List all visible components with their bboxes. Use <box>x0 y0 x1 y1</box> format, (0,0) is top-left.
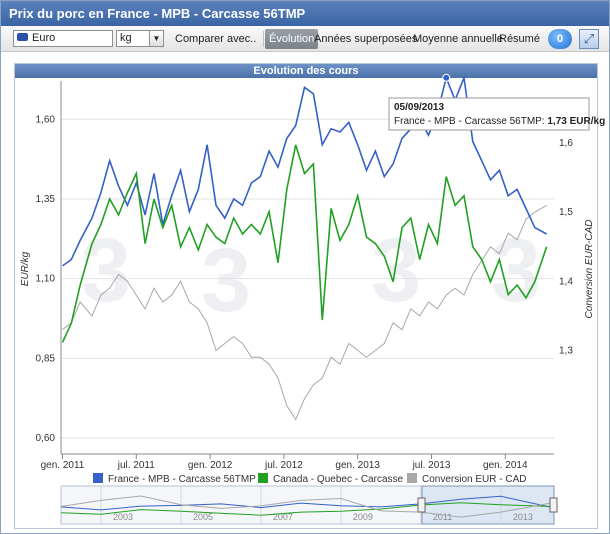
y-tick-label: 0,60 <box>36 433 56 444</box>
compare-button[interactable]: Comparer avec.. <box>175 33 257 45</box>
y2-tick-label: 1,6 <box>559 138 573 149</box>
navigator-year-label: 2005 <box>193 512 213 522</box>
y2-tick-label: 1,3 <box>559 345 573 356</box>
chevron-down-icon[interactable]: ▼ <box>149 31 163 46</box>
tab-evolution[interactable]: Évolution <box>265 29 319 49</box>
legend-swatch[interactable] <box>93 473 103 483</box>
france-series-line[interactable] <box>62 74 547 267</box>
navigator-year-label: 2011 <box>433 512 452 522</box>
navigator-year-label: 2013 <box>513 512 533 522</box>
y-tick-label: 1,35 <box>36 194 56 205</box>
currency-value: Euro <box>32 32 56 44</box>
svg-text:3: 3 <box>491 221 541 321</box>
y-tick-label: 0,85 <box>36 353 56 364</box>
tooltip-text: France - MPB - Carcasse 56TMP: 1,73 EUR/… <box>394 116 605 127</box>
y-axis-title: EUR/kg <box>20 251 31 286</box>
range-navigator[interactable]: 2003 2005 2007 2009 2011 2013 <box>60 485 558 525</box>
navigator-france-line <box>60 495 553 511</box>
y-tick-label: 1,60 <box>36 114 56 125</box>
y2-tick-label: 1,4 <box>559 276 573 287</box>
unit-select[interactable]: kg ▼ <box>116 30 164 47</box>
watermark-logo: 3 3 3 3 <box>81 221 541 331</box>
x-tick-label: gen. 2014 <box>483 460 528 471</box>
tooltip-date: 05/09/2013 <box>394 102 444 113</box>
unit-value: kg <box>120 32 132 44</box>
navigator-year-label: 2007 <box>273 512 293 522</box>
x-tick-label: jul. 2011 <box>117 460 156 471</box>
chart-panel: Evolution des cours <box>14 63 598 529</box>
legend-label[interactable]: Conversion EUR - CAD <box>422 474 526 485</box>
svg-text:3: 3 <box>201 231 251 331</box>
tooltip-series: France - MPB - Carcasse 56TMP: <box>394 116 547 127</box>
legend-label[interactable]: France - MPB - Carcasse 56TMP <box>108 474 256 485</box>
navigator-cad-line <box>60 495 553 518</box>
legend-swatch[interactable] <box>258 473 268 483</box>
hover-point-marker[interactable] <box>442 73 451 82</box>
x-tick-label: gen. 2011 <box>41 460 85 471</box>
tooltip: 05/09/2013 France - MPB - Carcasse 56TMP… <box>388 97 605 131</box>
navigator-year-label: 2009 <box>353 512 373 522</box>
svg-text:3: 3 <box>81 221 131 321</box>
navigator-left-handle[interactable] <box>417 497 426 513</box>
window-title: Prix du porc en France - MPB - Carcasse … <box>1 1 609 26</box>
canada-series-line[interactable] <box>61 144 548 343</box>
tab-moyenne-annuelle[interactable]: Moyenne annuelle <box>413 33 503 45</box>
x-tick-label: jul. 2012 <box>264 460 303 471</box>
navigator-right-handle[interactable] <box>549 497 558 513</box>
tooltip-value: 1,73 EUR/kg <box>547 116 605 127</box>
counter-badge-icon[interactable]: 0 <box>548 29 572 49</box>
x-tick-label: gen. 2013 <box>335 460 380 471</box>
tab-resume[interactable]: Résumé <box>499 33 540 45</box>
tooltip-box <box>388 97 590 131</box>
legend-label[interactable]: Canada - Quebec - Carcasse <box>273 474 404 485</box>
tab-annees-superposees[interactable]: Années superposées <box>314 33 418 45</box>
currency-select[interactable]: Euro <box>13 30 113 47</box>
cad-series-line[interactable] <box>62 204 547 421</box>
eu-flag-icon <box>17 33 28 41</box>
svg-text:3: 3 <box>371 221 421 321</box>
legend-swatch[interactable] <box>407 473 417 483</box>
navigator-year-label: 2003 <box>113 512 133 522</box>
y2-axis-title: Conversion EUR-CAD <box>584 220 595 319</box>
navigator-canada-line <box>60 502 553 516</box>
fullscreen-icon[interactable]: ⤢ <box>579 29 599 49</box>
x-tick-label: jul. 2013 <box>412 460 451 471</box>
y2-tick-label: 1,5 <box>559 207 573 218</box>
toolbar-divider <box>263 31 264 47</box>
toolbar: Euro kg ▼ Comparer avec.. Évolution Anné… <box>1 26 609 52</box>
y-tick-label: 1,10 <box>36 274 56 285</box>
chart-panel-header: Evolution des cours <box>15 64 597 78</box>
x-tick-label: gen. 2012 <box>188 460 233 471</box>
